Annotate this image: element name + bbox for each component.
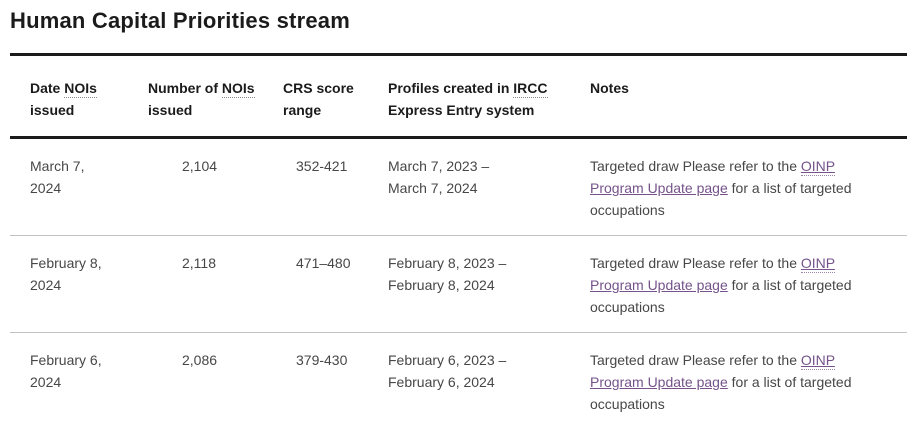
note-pre: Targeted draw Please refer to the bbox=[590, 255, 801, 271]
header-text: issued bbox=[30, 102, 75, 118]
date-line-1: March 7, bbox=[30, 158, 85, 174]
col-header-number-of-nois: Number of NOIs issued bbox=[148, 54, 283, 139]
link-text[interactable]: Program Update page bbox=[590, 180, 728, 196]
col-header-date-nois-issued: Date NOIs issued bbox=[10, 54, 148, 139]
profiles-line-1: March 7, 2023 – bbox=[388, 158, 490, 174]
nois-abbr: NOIs bbox=[64, 80, 97, 98]
table-body: March 7, 2024 2,104 352-421 March 7, 202… bbox=[10, 138, 907, 427]
oinp-program-update-link[interactable]: OINP Program Update page bbox=[590, 158, 835, 196]
nois-count: 2,118 bbox=[182, 255, 216, 271]
col-header-profiles-created: Profiles created in IRCC Express Entry s… bbox=[388, 54, 590, 139]
col-header-crs-score-range: CRS score range bbox=[283, 54, 388, 139]
profiles-line-2: March 7, 2024 bbox=[388, 180, 478, 196]
oinp-abbr[interactable]: OINP bbox=[800, 158, 835, 176]
header-text: Express Entry system bbox=[388, 102, 535, 118]
oinp-program-update-link[interactable]: OINP Program Update page bbox=[590, 352, 835, 390]
cell-date-nois-issued: February 6, 2024 bbox=[10, 332, 148, 427]
table-row: February 8, 2024 2,118 471–480 February … bbox=[10, 235, 907, 333]
date-line-2: 2024 bbox=[30, 374, 62, 390]
note-post: for a list of targeted occupations bbox=[590, 374, 852, 412]
header-text: issued bbox=[148, 102, 193, 118]
page-title: Human Capital Priorities stream bbox=[10, 8, 350, 33]
header-text: Date bbox=[30, 80, 65, 96]
cell-crs-score-range: 352-421 bbox=[283, 138, 388, 236]
noi-draws-table: Date NOIs issued Number of NOIs issued C… bbox=[10, 53, 907, 427]
cell-notes: Targeted draw Please refer to the OINP P… bbox=[590, 235, 907, 333]
note-text: Targeted draw Please refer to the OINP P… bbox=[590, 349, 882, 415]
cell-number-of-nois: 2,086 bbox=[148, 332, 283, 427]
date-line-1: February 6, bbox=[30, 352, 102, 368]
table-row: March 7, 2024 2,104 352-421 March 7, 202… bbox=[10, 138, 907, 236]
cell-crs-score-range: 471–480 bbox=[283, 235, 388, 333]
cell-profiles-created: February 6, 2023 – February 6, 2024 bbox=[388, 332, 590, 427]
oinp-abbr[interactable]: OINP bbox=[800, 352, 835, 370]
cell-profiles-created: March 7, 2023 – March 7, 2024 bbox=[388, 138, 590, 236]
date-line-1: February 8, bbox=[30, 255, 102, 271]
table-row: February 6, 2024 2,086 379-430 February … bbox=[10, 332, 907, 427]
note-pre: Targeted draw Please refer to the bbox=[590, 352, 801, 368]
header-text: Notes bbox=[590, 80, 629, 96]
note-post: for a list of targeted occupations bbox=[590, 277, 852, 315]
note-text: Targeted draw Please refer to the OINP P… bbox=[590, 155, 882, 221]
date-line-2: 2024 bbox=[30, 277, 62, 293]
cell-notes: Targeted draw Please refer to the OINP P… bbox=[590, 332, 907, 427]
header-text: Profiles created in bbox=[388, 80, 514, 96]
note-post: for a list of targeted occupations bbox=[590, 180, 852, 218]
profiles-line-1: February 6, 2023 – bbox=[388, 352, 507, 368]
link-text[interactable]: Program Update page bbox=[590, 277, 728, 293]
cell-date-nois-issued: March 7, 2024 bbox=[10, 138, 148, 236]
header-text: Number of bbox=[148, 80, 222, 96]
cell-notes: Targeted draw Please refer to the OINP P… bbox=[590, 138, 907, 236]
note-text: Targeted draw Please refer to the OINP P… bbox=[590, 252, 882, 318]
cell-date-nois-issued: February 8, 2024 bbox=[10, 235, 148, 333]
header-text: CRS score range bbox=[283, 80, 354, 118]
oinp-program-update-link[interactable]: OINP Program Update page bbox=[590, 255, 835, 293]
crs-range: 379-430 bbox=[296, 352, 348, 368]
cell-profiles-created: February 8, 2023 – February 8, 2024 bbox=[388, 235, 590, 333]
ircc-abbr: IRCC bbox=[513, 80, 548, 98]
date-line-2: 2024 bbox=[30, 180, 62, 196]
crs-range: 471–480 bbox=[296, 255, 351, 271]
nois-abbr: NOIs bbox=[221, 80, 255, 98]
note-pre: Targeted draw Please refer to the bbox=[590, 158, 801, 174]
table-header: Date NOIs issued Number of NOIs issued C… bbox=[10, 54, 907, 139]
nois-count: 2,104 bbox=[182, 158, 218, 174]
cell-number-of-nois: 2,118 bbox=[148, 235, 283, 333]
link-text[interactable]: Program Update page bbox=[590, 374, 728, 390]
oinp-abbr[interactable]: OINP bbox=[800, 255, 835, 273]
profiles-line-1: February 8, 2023 – bbox=[388, 255, 507, 271]
crs-range: 352-421 bbox=[296, 158, 348, 174]
profiles-line-2: February 6, 2024 bbox=[388, 374, 495, 390]
nois-count: 2,086 bbox=[182, 352, 218, 368]
cell-crs-score-range: 379-430 bbox=[283, 332, 388, 427]
profiles-line-2: February 8, 2024 bbox=[388, 277, 495, 293]
cell-number-of-nois: 2,104 bbox=[148, 138, 283, 236]
col-header-notes: Notes bbox=[590, 54, 907, 139]
